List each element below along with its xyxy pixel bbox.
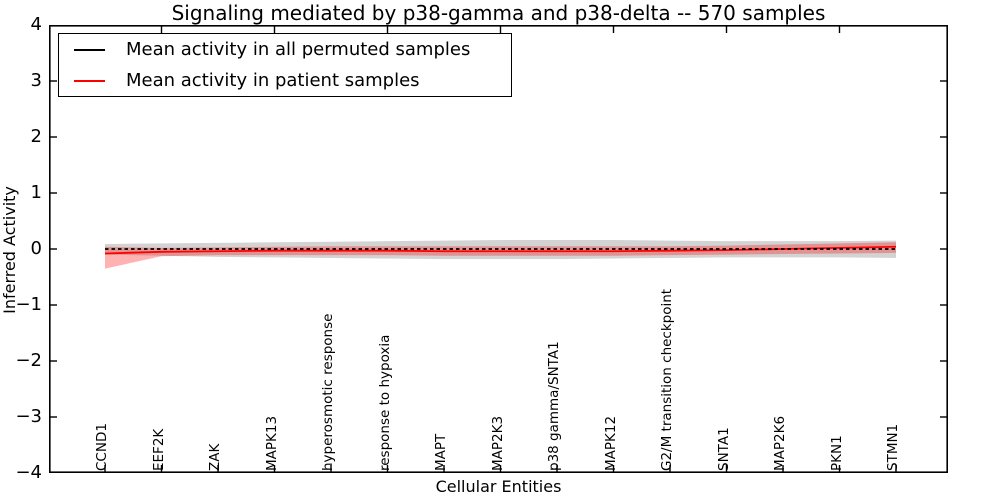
y-tick-label: −1: [15, 294, 42, 315]
plot-area: [49, 25, 948, 473]
x-tick-label: MAP2K3: [489, 415, 506, 471]
y-tick-label: −2: [15, 350, 42, 371]
x-tick-label: hyperosmotic response: [320, 313, 336, 471]
x-tick-label: STMN1: [885, 423, 901, 471]
plot-frame: [49, 25, 948, 473]
x-tick-label: p38 gamma/SNTA1: [546, 341, 562, 471]
x-tick-label: MAPT: [433, 433, 449, 471]
x-tick-label: EEF2K: [150, 428, 167, 471]
y-tick-label: 4: [30, 14, 42, 35]
x-tick-label: PKN1: [828, 435, 845, 471]
legend-entry-patient: Mean activity in patient samples: [59, 65, 511, 96]
y-tick-label: 0: [30, 238, 42, 259]
permuted-line-swatch: [74, 48, 105, 51]
y-tick-label: 1: [30, 182, 42, 203]
legend-label-patient: Mean activity in patient samples: [126, 70, 420, 91]
legend-box: Mean activity in all permuted samples Me…: [58, 33, 512, 97]
y-tick-label: −4: [15, 462, 42, 483]
x-tick-label: ZAK: [207, 443, 223, 471]
x-tick-label: MAP2K6: [772, 415, 788, 471]
x-axis-label: Cellular Entities: [435, 477, 562, 496]
patient-line-swatch: [74, 79, 105, 82]
x-tick-label: G2/M transition checkpoint: [659, 288, 675, 471]
y-tick-label: 3: [30, 70, 42, 91]
plot-canvas: [49, 25, 948, 473]
y-tick-label: 2: [30, 126, 42, 147]
x-tick-label: MAPK12: [602, 415, 619, 471]
x-tick-label: MAPK13: [263, 415, 280, 471]
legend-entry-permuted: Mean activity in all permuted samples: [59, 34, 511, 65]
x-tick-label: CCND1: [94, 423, 110, 471]
y-tick-label: −3: [15, 406, 42, 427]
legend-label-permuted: Mean activity in all permuted samples: [126, 39, 471, 60]
chart-title: Signaling mediated by p38-gamma and p38-…: [171, 1, 826, 25]
x-tick-label: SNTA1: [715, 427, 732, 471]
x-tick-label: response to hypoxia: [376, 334, 393, 471]
permuted-samples-std-band: [105, 240, 896, 260]
